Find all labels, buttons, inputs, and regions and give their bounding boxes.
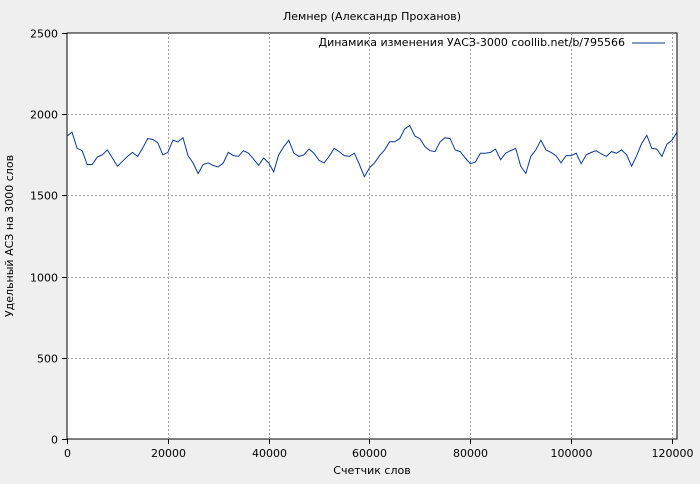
x-axis-label: Счетчик слов (333, 464, 410, 477)
series-layer (66, 124, 678, 178)
y-tick-label: 1000 (30, 272, 58, 285)
x-tick-label: 20000 (151, 447, 186, 460)
x-tick-label: 40000 (252, 447, 287, 460)
y-tick-label: 0 (51, 434, 58, 447)
plot-area (66, 32, 678, 440)
y-tick-label: 500 (37, 353, 58, 366)
x-tick-label: 0 (64, 447, 71, 460)
x-tick-label: 80000 (453, 447, 488, 460)
legend: Динамика изменения УАСЗ-3000 coollib.net… (319, 36, 665, 49)
chart-title: Лемнер (Александр Проханов) (283, 10, 461, 23)
y-tick-label: 2500 (30, 28, 58, 41)
axis-layer: 0 500 1000 1500 2000 2500 0 20000 40000 60000 8000… (30, 28, 694, 461)
series-line (66, 124, 678, 178)
x-tick-label: 120000 (652, 447, 694, 460)
x-tick-label: 60000 (352, 447, 387, 460)
y-axis-label: Удельный АСЗ на 3000 слов (3, 155, 16, 317)
y-tick-label: 2000 (30, 109, 58, 122)
x-tick-label: 100000 (551, 447, 593, 460)
y-tick-label: 1500 (30, 190, 58, 203)
legend-label: Динамика изменения УАСЗ-3000 coollib.net… (319, 36, 626, 49)
grid-layer (67, 33, 677, 439)
